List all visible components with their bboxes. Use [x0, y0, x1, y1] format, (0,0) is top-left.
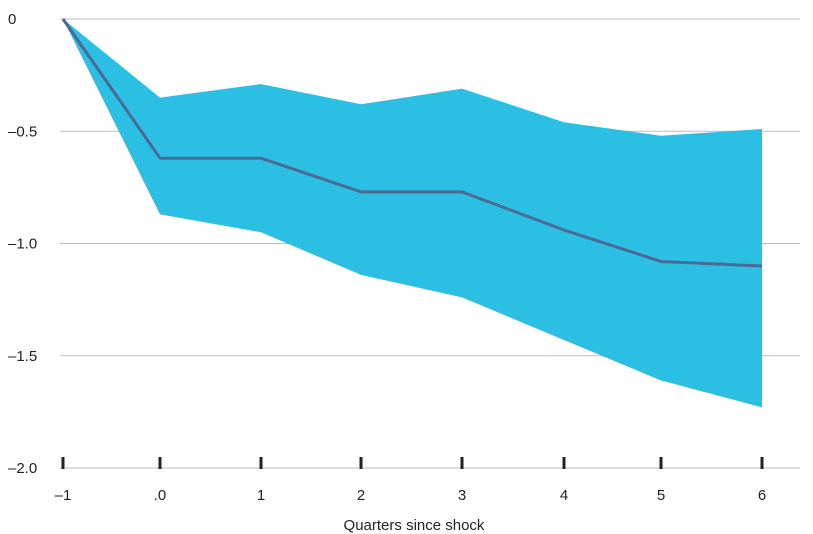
x-tick	[61, 457, 65, 469]
x-tick-label: 6	[758, 487, 766, 504]
x-tick	[359, 457, 363, 469]
x-tick	[659, 457, 663, 469]
x-tick-label: .0	[154, 487, 167, 504]
confidence-band	[63, 19, 762, 408]
x-axis	[60, 457, 800, 469]
x-tick-label: 2	[357, 487, 365, 504]
response-line-path	[61, 18, 763, 268]
response-line	[61, 18, 763, 268]
y-tick-label: –1.0	[8, 236, 37, 253]
x-tick-label: 5	[657, 487, 665, 504]
x-tick-label: 4	[560, 487, 568, 504]
x-tick	[460, 457, 464, 469]
x-tick	[259, 457, 263, 469]
x-tick-label: –1	[55, 487, 72, 504]
confidence-band-area	[63, 19, 762, 408]
x-axis-title: Quarters since shock	[344, 517, 485, 534]
x-tick-label: 1	[257, 487, 265, 504]
x-tick-label: 3	[458, 487, 466, 504]
x-tick	[760, 457, 764, 469]
y-tick-label: –0.5	[8, 123, 37, 140]
x-tick	[562, 457, 566, 469]
y-tick-label: 0	[8, 11, 16, 28]
x-axis-labels: –1 .0 1 2 3 4 5 6	[55, 487, 767, 504]
y-tick-label: –1.5	[8, 348, 37, 365]
x-tick	[158, 457, 162, 469]
y-tick-label: –2.0	[8, 460, 37, 477]
y-axis-labels: 0 –0.5 –1.0 –1.5 –2.0	[8, 11, 37, 477]
